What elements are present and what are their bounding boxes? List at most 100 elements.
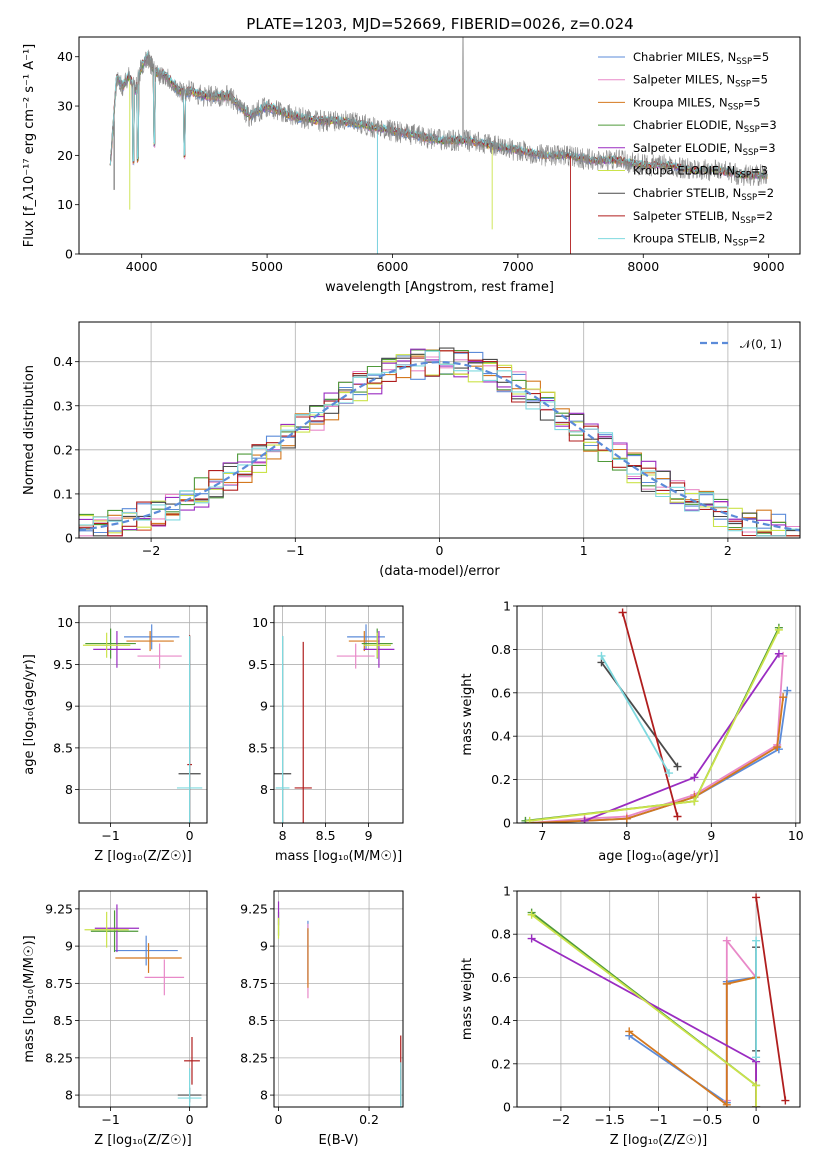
axes-weight_vs_age: 7 8 9 10 0 0.2 0.4 0.6 0.8 1 age [log₁₀(age/yr)] ma…: [460, 599, 804, 865]
legend-nssp-sub: SSP: [735, 171, 751, 181]
x-axis-label: wavelength [Angstrom, rest frame]: [325, 280, 554, 295]
legend-entry: Chabrier ELODIE, NSSP=3: [633, 118, 777, 135]
y-tick-label: 8.25: [240, 1050, 268, 1065]
legend-nssp-sub: SSP: [735, 80, 751, 90]
legend-series-name: Kroupa STELIB: [633, 232, 717, 246]
y-axis-label: Normed distribution: [22, 365, 37, 495]
legend-entry: Kroupa STELIB, NSSP=2: [633, 232, 765, 249]
plot-area-age_vs_Z: [79, 606, 207, 823]
y-tick-label: 40: [57, 49, 73, 64]
weight-line-salpeter-elodie: [531, 937, 757, 1107]
y-tick-label: 9: [65, 699, 73, 714]
histogram-salpeter-stelib: [79, 350, 800, 537]
axes-frame: [78, 605, 208, 824]
y-tick-label: 9: [260, 939, 268, 954]
y-tick-label: 0.8: [491, 642, 511, 657]
legend-entry: Chabrier STELIB, NSSP=2: [633, 186, 774, 203]
weight-point-kroupa-miles: [779, 693, 788, 702]
legend-entry: Salpeter STELIB, NSSP=2: [633, 209, 773, 226]
weight-point-salpeter-elodie: [690, 773, 699, 782]
axes-frame: [273, 605, 404, 824]
x-tick-label: −1: [286, 543, 304, 558]
weight-line-salpeter-stelib: [755, 897, 787, 1101]
weight-point-kroupa-elodie: [752, 1103, 761, 1107]
y-axis-label: age [log₁₀(age/yr)]: [22, 654, 37, 775]
weight-line-chabrier-miles: [525, 690, 789, 823]
x-tick-label: 0: [186, 828, 194, 843]
weight-line-kroupa-stelib: [600, 655, 670, 774]
x-tick-label: 0: [752, 1112, 760, 1127]
weight-point-kroupa-miles: [722, 1100, 731, 1107]
axes-spectrum: 4000 5000 6000 7000 8000 9000 0 10 20 30 40 wavelen…: [22, 36, 801, 295]
weight-point-salpeter-stelib: [781, 1096, 790, 1105]
y-tick-label: 8: [260, 1088, 268, 1103]
legend-entry: Kroupa ELODIE, NSSP=3: [633, 164, 768, 181]
weight-point-kroupa-elodie: [527, 910, 536, 919]
y-tick-label: 30: [57, 99, 73, 114]
x-axis-label: Z [log₁₀(Z/Z☉)]: [94, 849, 191, 864]
legend-series-name: Kroupa MILES: [633, 95, 712, 109]
y-tick-label: 0.2: [53, 442, 73, 457]
weight-point-salpeter-elodie: [527, 934, 536, 943]
weight-line-kroupa-miles: [628, 976, 757, 1107]
weight-point-kroupa-miles: [722, 979, 731, 988]
y-tick-label: 8.5: [53, 740, 73, 755]
weight-line-chabrier-stelib: [600, 661, 679, 768]
axes-frame: [273, 890, 404, 1108]
plot-layer: 4000 5000 6000 7000 8000 9000010203040wavelen…: [22, 36, 804, 1148]
y-tick-label: 8.5: [248, 1013, 268, 1028]
spectrum-line-kroupa-stelib: [109, 50, 768, 178]
legend-nssp-value: =3: [759, 141, 776, 155]
x-tick-label: −1: [101, 1112, 119, 1127]
weight-line-kroupa-elodie: [529, 629, 780, 822]
axes-age_vs_Z: −1 0 8 8.5 9 9.5 10 Z [log₁₀(Z/Z☉)] age [log₁₀(a…: [22, 605, 208, 864]
weight-point-salpeter-elodie: [580, 816, 589, 823]
y-tick-label: 9.5: [248, 657, 268, 672]
y-tick-label: 8: [260, 782, 268, 797]
x-tick-label: 7000: [502, 259, 534, 274]
y-tick-label: 0.6: [491, 970, 511, 985]
legend-nssp-label: , N: [725, 186, 741, 200]
legend-entry: Chabrier MILES, NSSP=5: [633, 50, 769, 67]
y-tick-label: 9.25: [240, 901, 268, 916]
weight-point-kroupa-elodie: [525, 816, 534, 823]
x-tick-label: −2: [552, 1112, 570, 1127]
y-tick-label: 10: [252, 615, 268, 630]
axes-frame: [78, 321, 801, 539]
weight-point-kroupa-stelib: [752, 1053, 761, 1062]
legend-nssp-value: =5: [743, 95, 760, 109]
legend-nssp-sub: SSP: [728, 102, 744, 112]
y-tick-label: 9: [65, 939, 73, 954]
x-tick-label: 0.2: [359, 1112, 379, 1127]
axes-weight_vs_Z: −2 −1.5 −1 −0.5 0 0 0.2 0.4 0.6 0.8 1 Z [log₁₀(Z/Z☉…: [460, 884, 801, 1148]
plot-area-mass_vs_Z: [79, 891, 207, 1107]
x-axis-label: age [log₁₀(age/yr)]: [598, 849, 719, 864]
legend-nssp-label: , N: [720, 50, 736, 64]
y-tick-label: 10: [57, 197, 73, 212]
x-axis-label: Z [log₁₀(Z/Z☉)]: [94, 1133, 191, 1148]
y-tick-label: 0.2: [491, 772, 511, 787]
x-tick-label: 8.5: [316, 828, 336, 843]
legend-nssp-sub: SSP: [743, 148, 759, 158]
normal-curve: [79, 360, 800, 532]
y-tick-label: 0: [65, 531, 73, 546]
legend-series-name: Salpeter MILES: [633, 73, 719, 87]
x-tick-label: 10: [788, 828, 804, 843]
x-tick-label: 8: [279, 828, 287, 843]
x-tick-label: 1: [580, 543, 588, 558]
y-tick-label: 0.1: [53, 486, 73, 501]
spectrum-data-line: [110, 37, 768, 187]
y-tick-label: 9.25: [45, 901, 73, 916]
weight-point-kroupa-miles: [625, 1027, 634, 1036]
legend-nssp-label: , N: [717, 232, 733, 246]
weight-point-kroupa-elodie: [690, 797, 699, 806]
y-tick-label: 0.4: [53, 354, 73, 369]
y-tick-label: 0.2: [491, 1056, 511, 1071]
weight-line-chabrier-elodie: [531, 911, 757, 1107]
x-tick-label: −1: [101, 828, 119, 843]
legend-nssp-sub: SSP: [736, 57, 752, 67]
weight-point-salpeter-miles: [779, 651, 788, 660]
legend-series-name: Salpeter ELODIE: [633, 141, 727, 155]
